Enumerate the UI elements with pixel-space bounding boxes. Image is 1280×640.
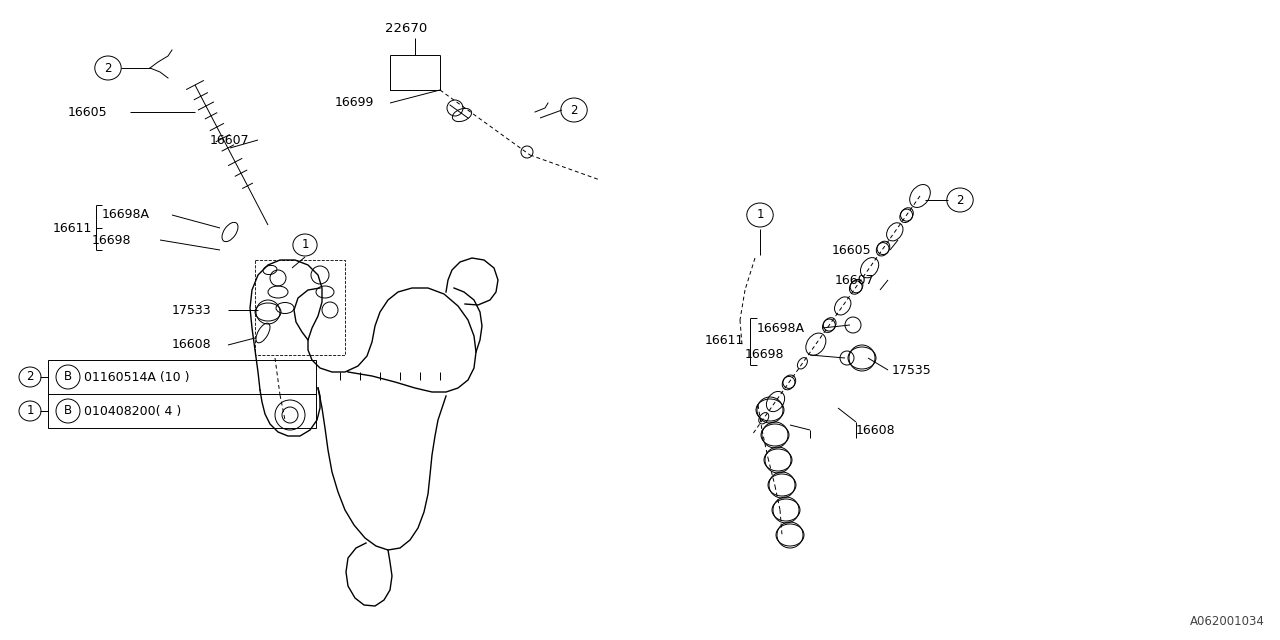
Text: 16607: 16607 — [835, 273, 874, 287]
Text: 010408200( 4 ): 010408200( 4 ) — [84, 404, 182, 417]
Text: 16608: 16608 — [856, 424, 896, 436]
Text: 16698A: 16698A — [102, 209, 150, 221]
Text: 16605: 16605 — [68, 106, 108, 118]
Text: 2: 2 — [956, 193, 964, 207]
Text: 2: 2 — [571, 104, 577, 116]
Text: 1: 1 — [756, 209, 764, 221]
Text: B: B — [64, 371, 72, 383]
Text: 1: 1 — [27, 404, 33, 417]
Text: 01160514A (10 ): 01160514A (10 ) — [84, 371, 189, 383]
Text: 16698: 16698 — [92, 234, 132, 246]
Text: 16698: 16698 — [745, 349, 785, 362]
Text: 16607: 16607 — [210, 134, 250, 147]
Text: 1: 1 — [301, 239, 308, 252]
Text: B: B — [64, 404, 72, 417]
Text: 16608: 16608 — [172, 339, 211, 351]
Text: 16611: 16611 — [705, 333, 745, 346]
Text: 22670: 22670 — [385, 22, 428, 35]
Text: 2: 2 — [104, 61, 111, 74]
Text: 16698A: 16698A — [756, 321, 805, 335]
Text: 17535: 17535 — [892, 364, 932, 376]
Text: A062001034: A062001034 — [1190, 615, 1265, 628]
Text: 17533: 17533 — [172, 303, 211, 317]
Text: 2: 2 — [27, 371, 33, 383]
Text: 16611: 16611 — [52, 221, 92, 234]
Text: 16605: 16605 — [832, 243, 872, 257]
Text: 16699: 16699 — [335, 97, 374, 109]
